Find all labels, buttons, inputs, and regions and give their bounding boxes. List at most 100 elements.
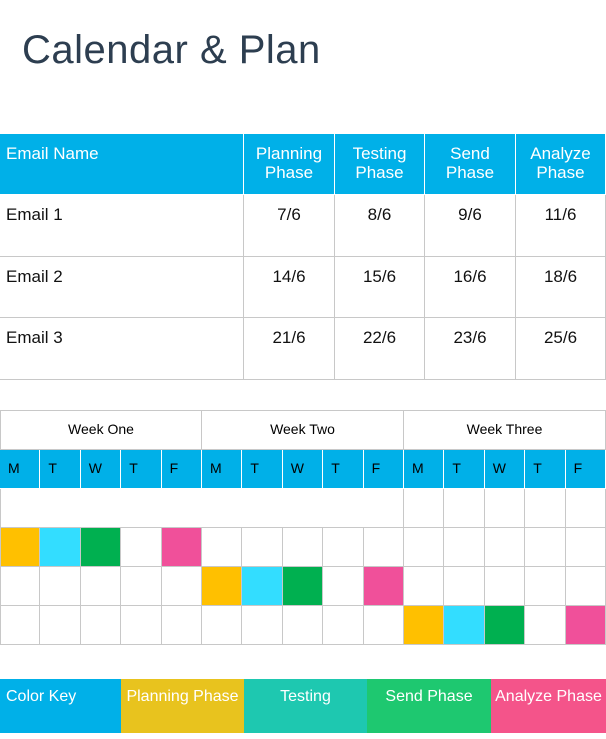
day-cell: T (242, 450, 283, 489)
day-cell: T (40, 450, 81, 489)
schedule-cell (282, 606, 324, 645)
table-cell: Email 3 (0, 318, 244, 381)
page-title: Calendar & Plan (22, 28, 321, 72)
table-cell: 21/6 (244, 318, 335, 381)
schedule-cell (40, 528, 81, 567)
schedule-cell (565, 489, 606, 528)
week-cell: Week Two (202, 410, 404, 450)
day-cell: W (484, 450, 526, 489)
day-cell: F (363, 450, 404, 489)
color-key-item: Analyze Phase (491, 679, 606, 733)
schedule-cell (282, 567, 324, 606)
header-cell: Analyze Phase (516, 134, 606, 195)
schedule-cell (202, 567, 243, 606)
schedule-cell (484, 567, 526, 606)
schedule-cell (0, 489, 41, 528)
week-cell: Week Three (404, 410, 606, 450)
schedule-cell (80, 606, 122, 645)
schedule-cell (404, 489, 445, 528)
schedule-cell (444, 528, 485, 567)
schedule-cell (525, 528, 566, 567)
table-cell: 7/6 (244, 195, 335, 257)
schedule-cell (363, 606, 404, 645)
schedule-cell (202, 489, 243, 528)
table-cell: 25/6 (516, 318, 606, 381)
day-cell: T (525, 450, 566, 489)
schedule-cell (404, 606, 445, 645)
day-cell: W (80, 450, 122, 489)
schedule-cell (484, 489, 526, 528)
schedule-cell (444, 489, 485, 528)
schedule-cell (282, 528, 324, 567)
schedule-cell (161, 567, 202, 606)
schedule-cell (0, 567, 41, 606)
header-cell: Planning Phase (244, 134, 335, 195)
header-cell: Email Name (0, 134, 244, 195)
schedule-cell (242, 606, 283, 645)
schedule-cell (121, 489, 162, 528)
schedule-cell (363, 489, 404, 528)
day-cell: T (323, 450, 364, 489)
schedule-cell (202, 606, 243, 645)
schedule-cell (40, 567, 81, 606)
table-cell: 9/6 (425, 195, 516, 257)
schedule-cell (484, 606, 526, 645)
week-cell: Week One (0, 410, 202, 450)
schedule-cell (565, 528, 606, 567)
schedule-cell (525, 606, 566, 645)
header-cell: Testing Phase (335, 134, 425, 195)
schedule-cell (363, 567, 404, 606)
schedule-cell (80, 489, 122, 528)
schedule-cell (0, 528, 41, 567)
color-key-label: Color Key (0, 679, 121, 733)
schedule-cell (484, 528, 526, 567)
table-cell: 22/6 (335, 318, 425, 381)
day-cell: T (121, 450, 162, 489)
color-key-item: Send Phase (367, 679, 491, 733)
schedule-cell (444, 567, 485, 606)
color-key-item: Testing (244, 679, 367, 733)
day-cell: M (404, 450, 445, 489)
table-cell: 18/6 (516, 256, 606, 319)
color-key-item: Planning Phase (121, 679, 244, 733)
table-cell: 23/6 (425, 318, 516, 381)
schedule-cell (323, 489, 364, 528)
schedule-cell (323, 528, 364, 567)
schedule-cell (161, 528, 202, 567)
schedule-cell (323, 567, 364, 606)
schedule-cell (202, 528, 243, 567)
schedule-cell (40, 489, 81, 528)
schedule-cell (161, 606, 202, 645)
schedule-cell (121, 567, 162, 606)
schedule-cell (0, 606, 41, 645)
day-cell: M (0, 450, 41, 489)
table-cell: 14/6 (244, 256, 335, 319)
table-cell: 16/6 (425, 256, 516, 319)
schedule-cell (565, 606, 606, 645)
header-cell: Send Phase (425, 134, 516, 195)
schedule-cell (80, 528, 122, 567)
schedule-cell (121, 528, 162, 567)
schedule-cell (444, 606, 485, 645)
table-cell: Email 2 (0, 256, 244, 319)
schedule-cell (242, 528, 283, 567)
schedule-cell (525, 489, 566, 528)
day-cell: M (202, 450, 243, 489)
schedule-cell (121, 606, 162, 645)
schedule-cell (242, 489, 283, 528)
schedule-cell (525, 567, 566, 606)
schedule-cell (404, 528, 445, 567)
table-cell: 8/6 (335, 195, 425, 257)
schedule-cell (323, 606, 364, 645)
schedule-cell (40, 606, 81, 645)
table-cell: 15/6 (335, 256, 425, 319)
day-cell: F (161, 450, 202, 489)
schedule-cell (80, 567, 122, 606)
table-cell: Email 1 (0, 195, 244, 257)
day-cell: T (444, 450, 485, 489)
schedule-border (0, 410, 606, 411)
day-cell: F (565, 450, 606, 489)
table-cell: 11/6 (516, 195, 606, 257)
schedule-cell (363, 528, 404, 567)
